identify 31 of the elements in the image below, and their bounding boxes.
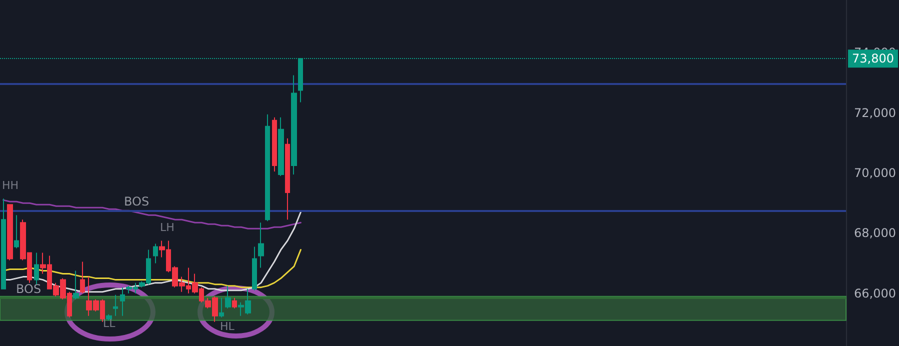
candlestick (265, 114, 270, 222)
candlestick (285, 138, 290, 220)
candlestick (252, 246, 257, 291)
candlestick (225, 285, 231, 309)
y-tick-label: 72,000 (854, 106, 896, 120)
candlestick (106, 314, 112, 321)
candlestick (34, 252, 39, 285)
candlestick (272, 116, 277, 172)
candlestick (219, 297, 224, 318)
y-tick-label: 70,000 (854, 166, 896, 180)
annotation: LH (160, 221, 174, 234)
candlestick (232, 297, 237, 309)
candlestick (278, 116, 284, 177)
ref-line-label: 73,800 (852, 52, 894, 66)
candlestick (1, 198, 6, 290)
candlestick (291, 74, 297, 176)
y-tick-label: 68,000 (854, 226, 896, 240)
candlestick (7, 204, 13, 261)
annotation: HH (2, 179, 19, 192)
candlestick (113, 294, 118, 316)
candlestick (258, 222, 264, 268)
candlestick (14, 214, 19, 249)
ref-line-label: BOS (124, 194, 150, 209)
y-tick-label: 66,000 (854, 286, 896, 300)
candlestick (153, 243, 158, 264)
candlestick (120, 286, 125, 316)
annotation: LL (103, 317, 116, 330)
candlestick (73, 270, 79, 300)
ref-line-label: BOS (16, 282, 42, 296)
annotation: HL (220, 320, 236, 333)
candlestick (80, 261, 85, 294)
